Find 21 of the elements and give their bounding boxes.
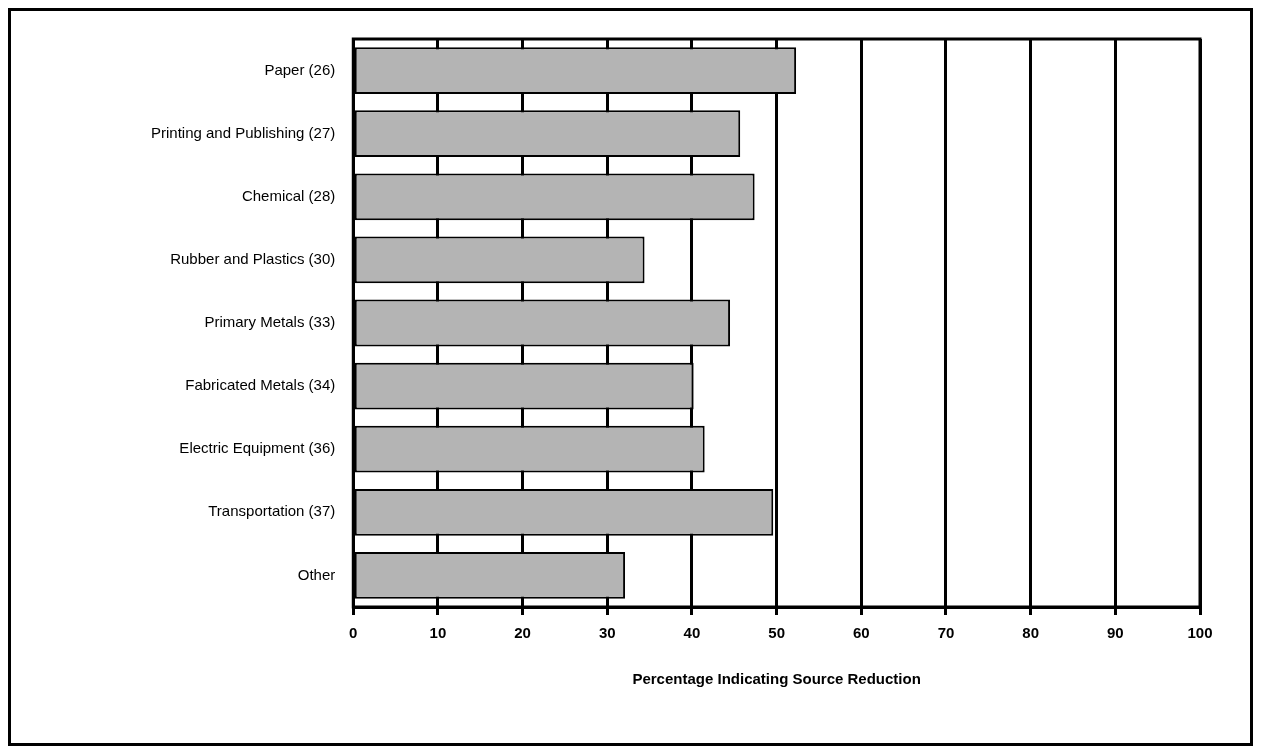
- x-tick-label: 0: [349, 624, 358, 642]
- y-tick-label: Rubber and Plastics (30): [170, 250, 336, 268]
- x-tick-label: 60: [852, 624, 870, 642]
- y-tick-label: Fabricated Metals (34): [185, 376, 336, 394]
- x-tick-label: 10: [429, 624, 447, 642]
- x-axis-title: Percentage Indicating Source Reduction: [632, 670, 921, 688]
- x-tick-label: 100: [1187, 624, 1213, 642]
- y-tick-label: Printing and Publishing (27): [151, 123, 336, 141]
- x-tick-label: 90: [1106, 624, 1124, 642]
- x-tick-label: 70: [937, 624, 955, 642]
- y-tick-label: Paper (26): [264, 60, 336, 78]
- x-tick-label: 20: [514, 624, 531, 642]
- y-tick-label: Transportation (37): [208, 502, 336, 520]
- y-tick-label: Chemical (28): [241, 186, 336, 204]
- x-tick-label: 30: [598, 624, 616, 642]
- x-tick-label: 50: [768, 624, 785, 642]
- x-tick-label: 40: [683, 624, 701, 642]
- y-tick-label: Primary Metals (33): [204, 313, 336, 331]
- y-tick-label: Electric Equipment (36): [179, 439, 336, 457]
- x-tick-label: 80: [1022, 624, 1039, 642]
- y-tick-label: Other: [297, 565, 336, 583]
